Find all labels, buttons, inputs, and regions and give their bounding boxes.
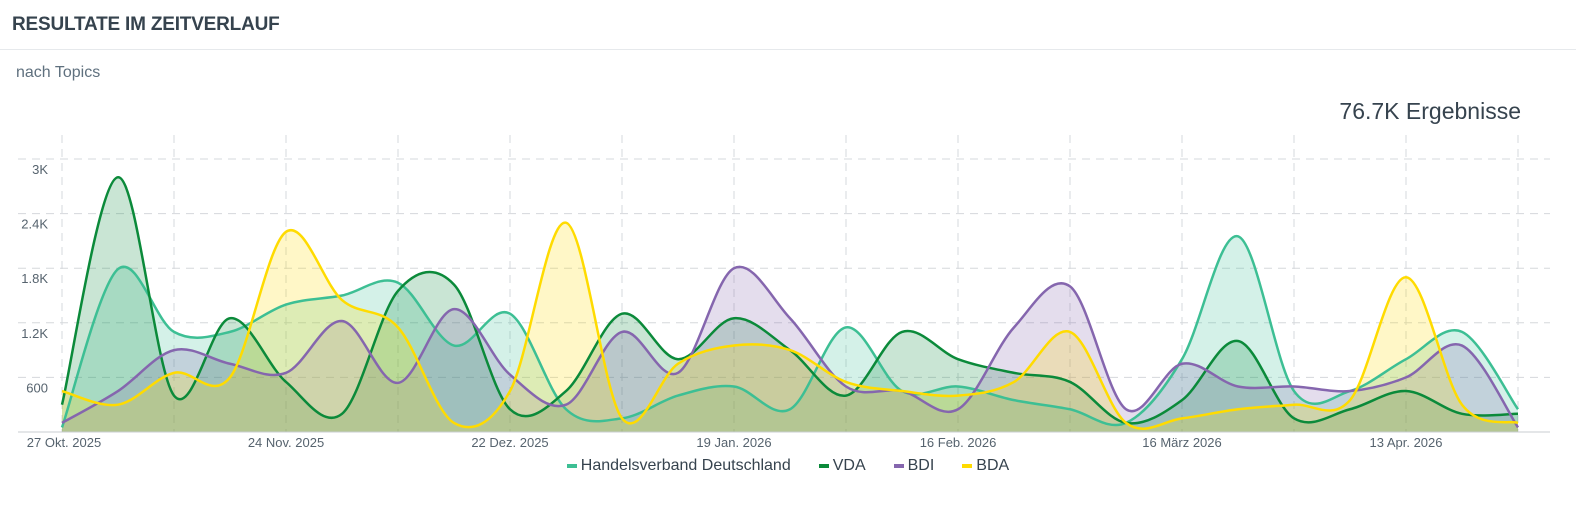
x-tick-label: 16 März 2026 bbox=[1142, 435, 1222, 450]
y-tick-label: 2.4K bbox=[21, 217, 48, 232]
y-tick-label: 600 bbox=[26, 380, 48, 395]
x-tick-label: 19 Jan. 2026 bbox=[696, 435, 771, 450]
line-vda bbox=[60, 175, 1519, 425]
legend-label: BDA bbox=[976, 457, 1010, 474]
y-tick-label: 1.8K bbox=[21, 271, 48, 286]
area-handelsverband-deutschland bbox=[62, 236, 1518, 432]
line-bda bbox=[61, 221, 1519, 430]
widget-header: RESULTATE IM ZEITVERLAUF bbox=[0, 0, 1576, 50]
legend-item-handelsverband-deutschland[interactable]: Handelsverband Deutschland bbox=[566, 457, 791, 475]
legend-item-bda[interactable]: BDA bbox=[962, 457, 1009, 475]
legend-label: BDI bbox=[907, 457, 935, 474]
legend-label: VDA bbox=[832, 457, 866, 474]
legend-label: Handelsverband Deutschland bbox=[580, 457, 791, 474]
legend: Handelsverband Deutschland VDA BDI BDA bbox=[0, 457, 1576, 475]
legend-swatch bbox=[893, 464, 904, 468]
x-tick-label: 22 Dez. 2025 bbox=[471, 435, 548, 450]
x-tick-label: 16 Feb. 2026 bbox=[920, 435, 997, 450]
x-tick-label: 27 Okt. 2025 bbox=[27, 435, 101, 450]
area-vda bbox=[62, 177, 1518, 432]
line-handelsverband-deutschland bbox=[60, 235, 1520, 428]
legend-swatch bbox=[962, 464, 973, 468]
legend-item-vda[interactable]: VDA bbox=[818, 457, 866, 475]
y-tick-label: 1.2K bbox=[21, 326, 48, 341]
legend-swatch bbox=[818, 464, 829, 468]
chart-subtitle: nach Topics bbox=[16, 64, 101, 81]
x-tick-label: 24 Nov. 2025 bbox=[248, 435, 324, 450]
widget-title: RESULTATE IM ZEITVERLAUF bbox=[12, 13, 280, 35]
x-tick-label: 13 Apr. 2026 bbox=[1369, 435, 1442, 450]
line-bdi bbox=[61, 265, 1520, 429]
y-tick-label: 3K bbox=[32, 162, 48, 177]
total-results: 76.7K Ergebnisse bbox=[1339, 98, 1521, 124]
legend-swatch bbox=[566, 464, 577, 468]
legend-item-bdi[interactable]: BDI bbox=[893, 457, 935, 475]
